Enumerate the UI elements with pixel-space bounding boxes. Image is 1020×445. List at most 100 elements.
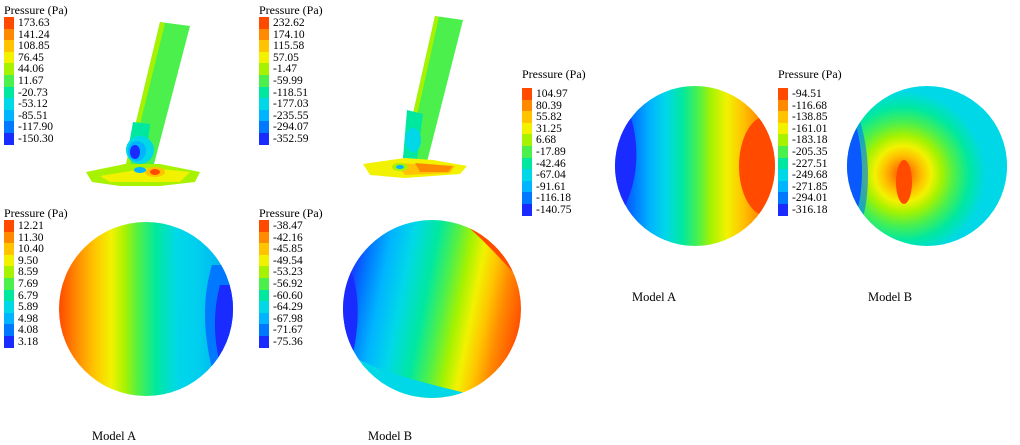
legend-title: Pressure (Pa): [4, 3, 68, 17]
legend-value: -161.01: [792, 122, 828, 135]
legend-value: -150.30: [18, 133, 54, 145]
legend-swatch: [522, 99, 532, 112]
legend-swatch: [522, 180, 532, 193]
legend-value: -91.61: [536, 180, 566, 193]
legend-swatch: [259, 266, 269, 278]
legend-value: -271.85: [792, 180, 828, 193]
legend-swatch: [778, 157, 788, 170]
legend-value: -60.60: [273, 289, 303, 302]
legend-value: -94.51: [792, 88, 822, 100]
caption-left-model-b: Model B: [368, 429, 413, 443]
legend-swatch: [4, 40, 14, 52]
legend-swatch: [4, 324, 14, 336]
legend-value: 11.30: [18, 231, 44, 244]
caption-left-model-a: Model A: [92, 429, 137, 443]
legend-swatch: [4, 312, 14, 325]
legend-swatch: [4, 301, 14, 313]
legend-swatch: [4, 121, 14, 133]
pressure-contour-circle-a1: [59, 222, 233, 396]
legend-value: 55.82: [536, 111, 562, 124]
legend-swatch: [778, 122, 788, 135]
legend-value: 11.67: [18, 75, 44, 87]
legend-value: 4.98: [18, 312, 39, 325]
legend-value: -294.07: [273, 121, 309, 134]
legend-value: -316.18: [792, 204, 828, 216]
legend-value: 174.10: [273, 28, 305, 41]
legend-swatch: [778, 180, 788, 193]
legend-value: 141.24: [18, 28, 50, 41]
legend-value: -56.92: [273, 278, 303, 290]
legend-swatch: [778, 169, 788, 181]
legend-value: -138.85: [792, 111, 828, 124]
legend-swatch: [522, 146, 532, 158]
legend-value: 6.68: [536, 134, 557, 147]
legend-swatch: [259, 40, 269, 52]
legend-swatch: [4, 63, 14, 75]
legend-value: 173.63: [18, 17, 50, 29]
legend-swatch: [4, 28, 14, 41]
legend-value: 76.45: [18, 51, 44, 64]
legend-value: -49.54: [273, 254, 303, 267]
legend-value: 5.89: [18, 301, 39, 314]
legend-swatch: [4, 86, 14, 99]
legend-swatch: [4, 278, 14, 290]
legend-swatch: [522, 134, 532, 146]
legend-value: -140.75: [536, 204, 572, 216]
legend-swatch: [4, 289, 14, 302]
legend-value: -117.90: [18, 121, 54, 134]
legend-swatch: [778, 134, 788, 146]
legend-title: Pressure (Pa): [259, 206, 323, 220]
legend-swatch: [259, 220, 269, 232]
legend-swatch: [4, 254, 14, 267]
caption-right-model-b: Model B: [868, 290, 913, 304]
legend-swatch: [259, 109, 269, 122]
legend-value: 12.21: [18, 220, 44, 232]
legend-swatch: [259, 231, 269, 244]
legend-value: 44.06: [18, 63, 44, 76]
legend-swatch: [259, 336, 269, 348]
legend-value: -38.47: [273, 220, 303, 232]
legend-swatch: [778, 111, 788, 123]
pressure-contour-duct-a: [86, 22, 200, 186]
pressure-contour-circle-b2: [847, 86, 1007, 246]
legend-value: 9.50: [18, 254, 39, 267]
legend-value: 4.08: [18, 324, 39, 337]
legend-swatch: [778, 88, 788, 100]
legend-value: -235.55: [273, 109, 309, 122]
legend-value: 232.62: [273, 17, 305, 29]
legend-swatch: [778, 146, 788, 158]
legend-swatch: [4, 220, 14, 232]
legend-swatch: [259, 51, 269, 64]
legend-swatch: [4, 17, 14, 29]
pressure-contour-circle-b1: [343, 220, 521, 398]
legend-title: Pressure (Pa): [259, 3, 323, 17]
legend-value: 115.58: [273, 40, 305, 53]
legend-swatch: [4, 51, 14, 64]
legend-value: 8.59: [18, 266, 39, 279]
caption-right-model-a: Model A: [632, 290, 677, 304]
legend-swatch: [4, 336, 14, 348]
pressure-contour-circle-a2: [615, 86, 775, 246]
panel-right-b: Pressure (Pa) -94.51 -116.68 -138.85 -161.0…: [775, 62, 1020, 262]
legend-value: -59.99: [273, 75, 303, 87]
legend-swatch: [522, 169, 532, 181]
legend-swatch: [522, 88, 532, 100]
panel-top-mid: Pressure (Pa) 232.62 174.10 115.58 57.05 -1.…: [255, 0, 500, 200]
legend-title: Pressure (Pa): [4, 206, 68, 220]
legend-swatch: [259, 289, 269, 302]
legend-value: 10.40: [18, 243, 44, 256]
legend-value: -53.23: [273, 266, 303, 279]
panel-bottom-left: Pressure (Pa) 12.21 11.30 10.40 9.50 8.59 7.6…: [0, 205, 245, 405]
legend-value: -1.47: [273, 63, 297, 76]
legend-value: -85.51: [18, 109, 48, 122]
panel-top-left: Pressure (Pa) 173.63 141.24 108.85 76.45 44.…: [0, 0, 245, 200]
legend-value: -177.03: [273, 98, 309, 111]
legend-swatch: [259, 98, 269, 110]
legend-value: -53.12: [18, 98, 48, 111]
legend-swatch: [259, 63, 269, 75]
legend-swatch: [259, 75, 269, 87]
legend-value: 80.39: [536, 99, 562, 112]
legend-swatch: [259, 243, 269, 255]
legend-swatch: [259, 28, 269, 41]
legend-value: -116.18: [536, 192, 572, 205]
